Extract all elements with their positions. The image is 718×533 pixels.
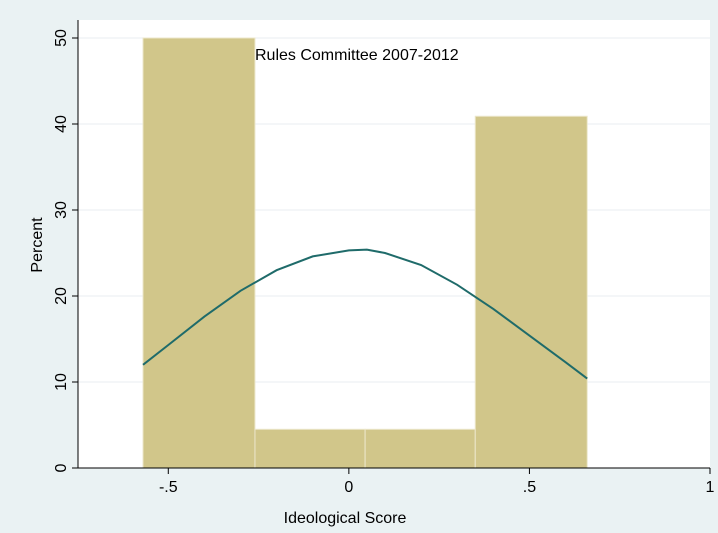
histogram-bar-1 [142, 37, 256, 469]
y-tick-label-50: 50 [53, 29, 70, 47]
y-tick-label-40: 40 [53, 115, 70, 133]
y-axis-ticks: 0 10 20 30 40 50 [53, 29, 78, 472]
x-tick-label-1: 0 [344, 479, 353, 496]
x-tick-label-3: 1 [706, 479, 715, 496]
y-axis-label: Percent [29, 217, 46, 273]
x-axis-ticks: -.5 0 .5 1 [159, 468, 715, 496]
histogram-bar-2 [254, 428, 366, 469]
chart-annotation: Rules Committee 2007-2012 [255, 47, 459, 64]
y-tick-label-0: 0 [53, 463, 70, 472]
y-tick-label-20: 20 [53, 287, 70, 305]
axes [77, 20, 710, 469]
x-tick-label-0: -.5 [159, 479, 178, 496]
x-axis-label: Ideological Score [284, 510, 407, 527]
histogram-bar-3 [364, 428, 476, 469]
y-tick-label-10: 10 [53, 373, 70, 391]
y-tick-label-30: 30 [53, 201, 70, 219]
histogram-bar-4 [474, 115, 588, 469]
density-curve [142, 248, 588, 380]
histogram-bars [142, 37, 588, 469]
x-tick-label-2: .5 [523, 479, 536, 496]
